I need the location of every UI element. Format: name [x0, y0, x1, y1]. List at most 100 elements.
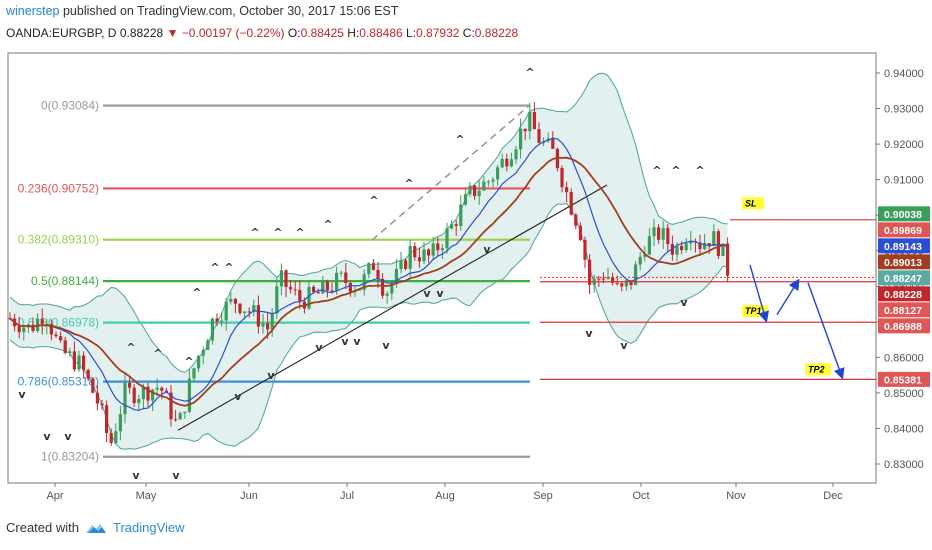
- candle-body: [256, 305, 260, 327]
- candle-body: [17, 326, 21, 333]
- open-label: O:: [287, 26, 301, 40]
- candle-body: [684, 243, 688, 251]
- candle-body: [496, 167, 500, 180]
- fib-label: 0(0.93084): [41, 99, 99, 113]
- candle-body: [440, 248, 444, 251]
- fractal-down-mark: v: [680, 296, 688, 309]
- x-tick-label: Aug: [435, 490, 455, 502]
- candle-body: [620, 283, 624, 287]
- candle-body: [528, 111, 532, 132]
- candle-body: [358, 289, 362, 291]
- candle-body: [215, 318, 219, 322]
- candle-body: [95, 392, 99, 404]
- x-tick-label: Oct: [632, 490, 649, 502]
- fractal-down-mark: v: [423, 287, 431, 300]
- candle-body: [54, 334, 58, 337]
- fractal-up-mark: ^: [184, 355, 193, 368]
- low-value: 0.87932: [416, 26, 460, 40]
- candle-body: [551, 138, 555, 149]
- candle-body: [509, 159, 513, 167]
- candle-body: [59, 336, 63, 341]
- candle-body: [371, 263, 375, 270]
- candle-body: [63, 340, 67, 353]
- candle-body: [31, 324, 35, 332]
- candle-body: [638, 256, 642, 265]
- fractal-down-mark: v: [267, 369, 275, 382]
- price-tag-label: 0.89143: [884, 241, 922, 253]
- x-tick-label: Nov: [726, 490, 746, 502]
- candle-body: [151, 389, 155, 401]
- fractal-up-mark: ^: [126, 341, 135, 354]
- tradingview-logo-icon: [85, 523, 106, 533]
- high-label: H:: [347, 26, 360, 40]
- candle-body: [578, 225, 582, 240]
- candle-body: [445, 228, 449, 249]
- candle-body: [657, 227, 661, 240]
- candle-body: [233, 298, 237, 304]
- candle-body: [210, 318, 214, 341]
- candle-body: [252, 305, 256, 312]
- close-label: C:: [462, 26, 475, 40]
- author-link[interactable]: winerstep: [6, 4, 60, 18]
- symbol-name[interactable]: OANDA:EURGBP, D: [6, 26, 117, 40]
- candle-body: [229, 298, 233, 302]
- created-with: Created with: [6, 520, 79, 535]
- candle-body: [174, 419, 178, 421]
- x-tick-label: Apr: [46, 490, 63, 502]
- candle-body: [661, 228, 665, 240]
- y-tick-label: 0.92000: [884, 139, 924, 151]
- candle-body: [519, 128, 523, 150]
- candle-body: [450, 224, 454, 229]
- candle-body: [201, 349, 205, 356]
- candle-body: [712, 231, 716, 246]
- candle-body: [160, 387, 164, 391]
- fractal-up-mark: ^: [695, 164, 704, 177]
- candle-body: [537, 129, 541, 143]
- candle-body: [689, 241, 693, 244]
- candle-body: [312, 286, 316, 292]
- candle-body: [316, 291, 320, 294]
- price-tag: [878, 302, 930, 318]
- candle-body: [634, 264, 638, 285]
- candle-body: [128, 382, 132, 388]
- trade-label: TP2: [808, 364, 825, 374]
- candle-body: [413, 246, 417, 258]
- x-tick-label: Jul: [340, 490, 354, 502]
- fractal-down-mark: v: [341, 335, 349, 348]
- fib-label: 0.236(0.90752): [18, 181, 99, 195]
- fractal-up-mark: ^: [192, 286, 201, 299]
- price-tag: [878, 270, 930, 286]
- price-tag-label: 0.86988: [884, 321, 922, 333]
- candle-body: [169, 392, 173, 420]
- fractal-up-mark: ^: [525, 66, 534, 79]
- candle-body: [330, 290, 334, 292]
- tradingview-brand[interactable]: TradingView: [112, 520, 185, 535]
- projection-arrow: [749, 264, 770, 323]
- candle-body: [473, 185, 477, 197]
- y-tick-label: 0.93000: [884, 104, 924, 116]
- fractal-up-mark: ^: [652, 164, 661, 177]
- candle-body: [68, 351, 72, 353]
- price-tag: [878, 254, 930, 270]
- symbol-info: OANDA:EURGBP, D 0.88228 ▼ −0.00197 (−0.2…: [6, 26, 518, 40]
- candle-body: [532, 111, 536, 130]
- fib-label: 1(0.83204): [41, 450, 99, 464]
- trend-line: [177, 184, 608, 431]
- price-tag: [878, 206, 930, 222]
- fractal-down-mark: v: [620, 339, 628, 352]
- y-tick-label: 0.91000: [884, 175, 924, 187]
- publish-text: published on TradingView.com, October 30…: [62, 4, 399, 18]
- candle-body: [187, 378, 191, 412]
- candle-body: [82, 355, 86, 370]
- fractal-down-mark: v: [43, 430, 51, 443]
- candle-body: [344, 272, 348, 283]
- price-tag-label: 0.89013: [884, 257, 922, 269]
- price-tag: [878, 222, 930, 238]
- publish-info: winerstep published on TradingView.com, …: [6, 4, 398, 18]
- candle-body: [624, 280, 628, 287]
- candle-body: [279, 270, 283, 287]
- down-triangle-icon: ▼: [166, 26, 179, 40]
- fractal-up-mark: ^: [224, 261, 233, 274]
- fractal-up-mark: ^: [404, 177, 413, 190]
